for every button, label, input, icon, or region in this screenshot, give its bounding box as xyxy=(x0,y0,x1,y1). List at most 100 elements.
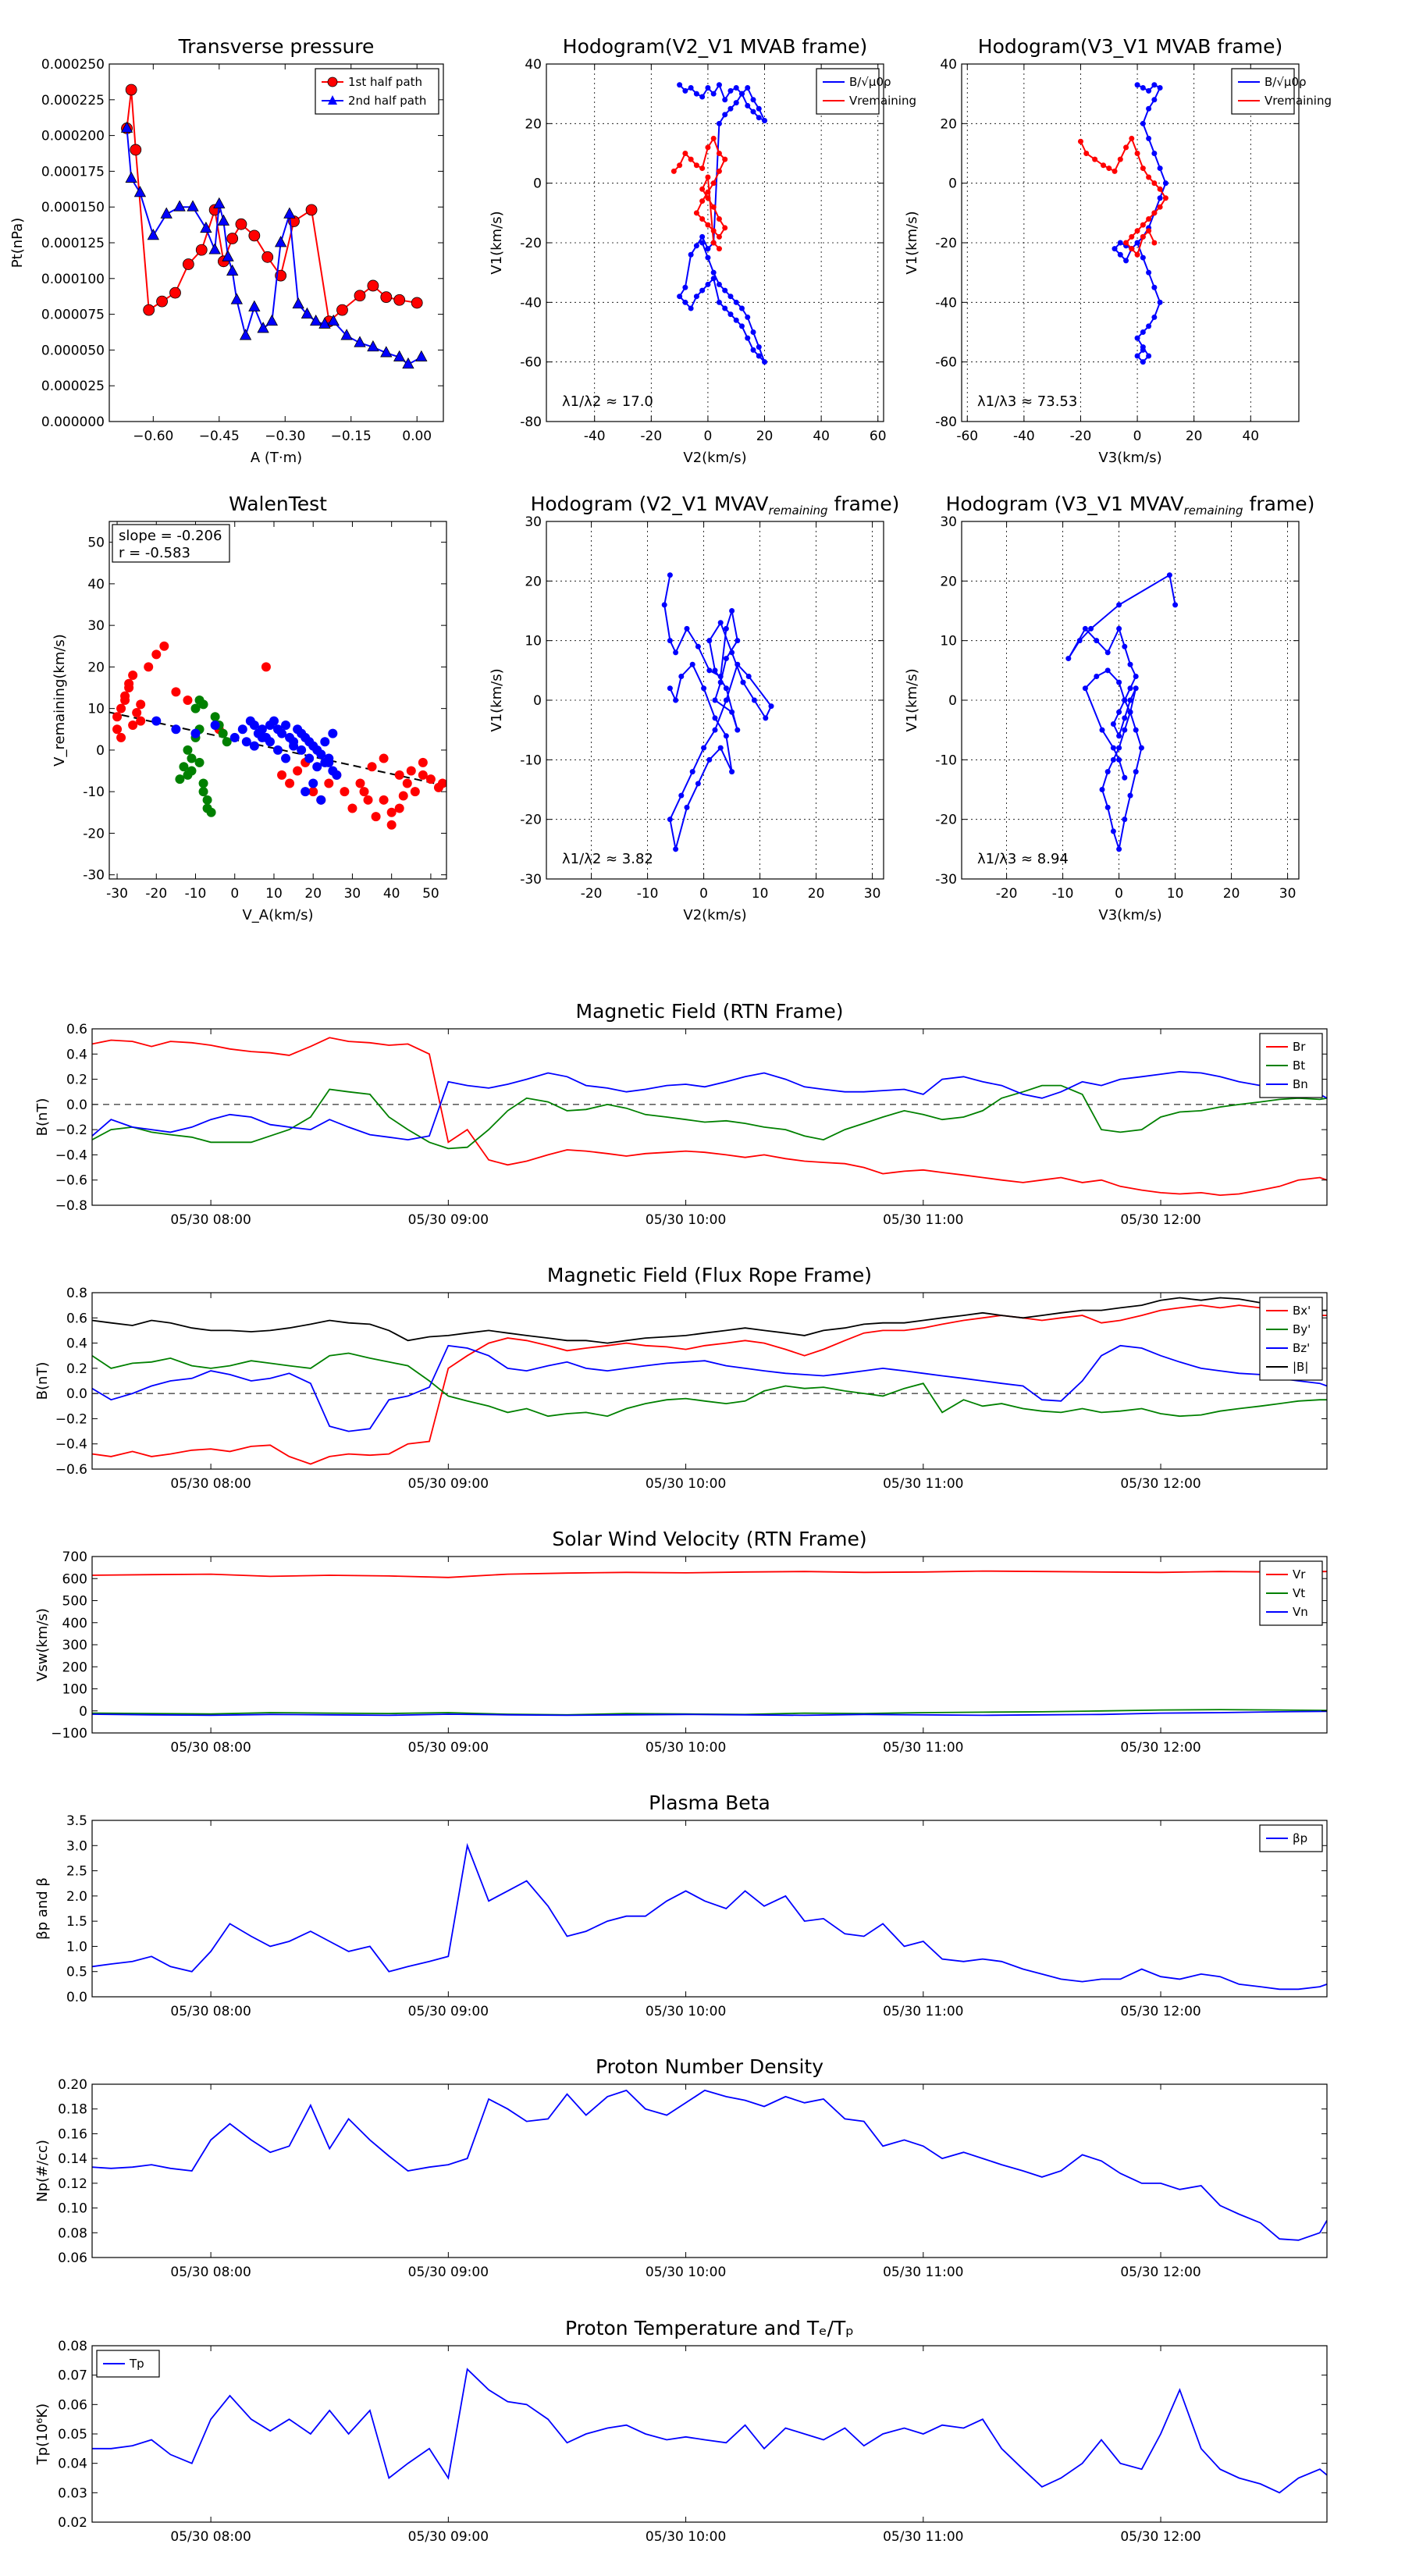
data-point xyxy=(1133,769,1139,775)
data-point xyxy=(705,144,711,151)
data-point xyxy=(729,709,735,715)
data-point xyxy=(705,246,711,252)
legend-label: Vt xyxy=(1293,1586,1305,1600)
data-point xyxy=(237,724,247,735)
y-tick-label: 300 xyxy=(62,1638,87,1653)
data-point xyxy=(159,641,169,651)
data-point xyxy=(1104,769,1111,775)
data-point xyxy=(1110,756,1116,763)
data-point xyxy=(1104,649,1111,656)
y-tick-label: 1.5 xyxy=(66,1914,87,1930)
series-line xyxy=(92,1344,1327,1432)
x-tick-label: 10 xyxy=(265,886,283,902)
data-point xyxy=(340,329,353,340)
data-point xyxy=(756,353,762,359)
series-bt xyxy=(92,1084,1327,1150)
plot-frame xyxy=(91,1820,1328,1998)
data-point xyxy=(750,97,756,103)
x-tick-label: -60 xyxy=(956,429,978,444)
legend-label: B/√μ0ρ xyxy=(849,75,891,89)
legend-label: Vn xyxy=(1293,1605,1308,1619)
data-point xyxy=(1127,792,1133,799)
data-point xyxy=(1112,168,1118,174)
data-point xyxy=(1123,240,1129,246)
data-point xyxy=(217,214,230,226)
data-point xyxy=(705,174,711,180)
data-point xyxy=(1151,82,1158,88)
data-point xyxy=(230,293,243,304)
data-point xyxy=(689,661,695,667)
data-point xyxy=(1146,174,1152,180)
data-point xyxy=(699,94,706,100)
x-axis-label: V_A(km/s) xyxy=(242,907,313,923)
legend-label: Tp xyxy=(129,2357,144,2371)
plot-area xyxy=(92,1037,1327,1197)
data-point xyxy=(1116,679,1122,685)
data-point xyxy=(128,720,138,730)
data-point xyxy=(738,323,745,329)
data-point xyxy=(171,687,181,697)
data-point xyxy=(359,787,369,797)
data-point xyxy=(198,699,208,710)
series-vremaining xyxy=(1077,135,1168,258)
data-point xyxy=(710,228,717,234)
data-point xyxy=(261,662,271,672)
x-tick-label: 05/30 11:00 xyxy=(883,1476,963,1492)
data-point xyxy=(727,294,734,300)
chart-panel-hodogram-v3-v1-mvav: Hodogram (V3_V1 MVAVremaining frame) -20 -… xyxy=(904,493,1314,923)
series-line xyxy=(92,1304,1327,1465)
data-point xyxy=(210,712,220,722)
data-point xyxy=(673,846,679,852)
data-point xyxy=(277,728,287,738)
y-tick-label: 100 xyxy=(62,1682,87,1698)
data-point xyxy=(1166,572,1172,578)
fit-line xyxy=(109,711,446,787)
y-tick-label: 20 xyxy=(940,116,957,132)
series--p xyxy=(92,1842,1327,1991)
data-point xyxy=(116,703,126,713)
y-tick-label: −0.6 xyxy=(55,1173,87,1189)
data-point xyxy=(705,189,711,195)
y-tick-label: -60 xyxy=(935,355,957,371)
series-line xyxy=(1113,84,1167,364)
y-tick-label: 2.5 xyxy=(66,1864,87,1880)
y-tick-label: 0.06 xyxy=(58,2397,87,2413)
data-point xyxy=(393,350,406,361)
series-line xyxy=(92,2368,1327,2494)
data-point xyxy=(173,200,186,212)
y-tick-label: -80 xyxy=(520,415,542,430)
data-point xyxy=(200,221,212,233)
data-point xyxy=(1116,602,1122,608)
plot-frame xyxy=(91,2345,1328,2523)
y-tick-label: 0.14 xyxy=(58,2151,87,2167)
data-point xyxy=(190,728,201,738)
title-main: Hodogram(V3_V1 MVAB frame) xyxy=(978,35,1282,58)
y-tick-label: −0.4 xyxy=(55,1437,87,1453)
data-point xyxy=(723,733,729,739)
data-point xyxy=(327,314,340,326)
x-tick-label: 40 xyxy=(1242,429,1259,444)
data-point xyxy=(187,766,197,776)
data-point xyxy=(277,770,287,780)
data-point xyxy=(733,299,739,305)
x-tick-label: 05/30 10:00 xyxy=(646,2004,726,2019)
x-tick-label: 05/30 08:00 xyxy=(170,1476,251,1492)
y-tick-label: 0.000025 xyxy=(41,379,105,394)
data-point xyxy=(1133,727,1139,733)
x-tick-label: -20 xyxy=(1070,429,1092,444)
series-0 xyxy=(112,641,446,830)
y-tick-label: 0.000075 xyxy=(41,308,105,323)
y-axis-label: Tp(10⁶K) xyxy=(34,2403,51,2465)
y-tick-label: 10 xyxy=(525,634,542,649)
data-point xyxy=(320,737,330,747)
y-tick-label: 0.6 xyxy=(66,1022,87,1037)
title-subscript: remaining xyxy=(1184,503,1243,518)
data-point xyxy=(371,812,381,822)
legend: B/√μ0ρ Vremaining xyxy=(816,68,916,115)
data-point xyxy=(1146,353,1152,359)
data-point xyxy=(688,305,694,311)
legend-label: |B| xyxy=(1293,1360,1308,1374)
data-point xyxy=(208,243,221,254)
x-tick-label: 0 xyxy=(230,886,239,902)
data-point xyxy=(425,774,436,785)
